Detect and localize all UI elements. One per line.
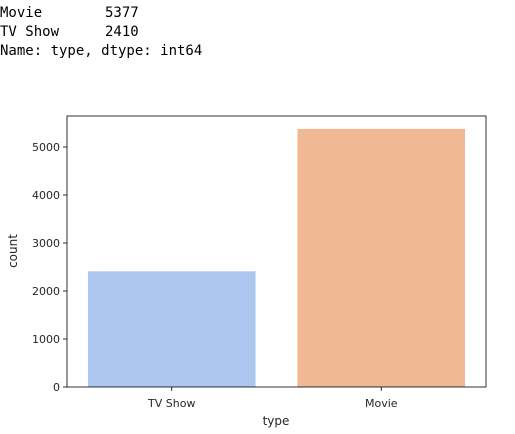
- y-axis-ticks: 0 1000 2000 3000 4000 5000: [32, 141, 67, 394]
- y-tick-label: 1000: [32, 333, 60, 346]
- x-tick-label: TV Show: [147, 397, 195, 410]
- y-tick-label: 3000: [32, 237, 60, 250]
- y-tick-label: 2000: [32, 285, 60, 298]
- console-row-movie: Movie 5377: [0, 4, 202, 23]
- console-row-value: 5377: [105, 5, 139, 21]
- y-axis-label: count: [6, 234, 20, 268]
- console-row-tv-show: TV Show 2410: [0, 23, 202, 42]
- console-output: Movie 5377 TV Show 2410 Name: type, dtype:…: [0, 4, 202, 61]
- y-tick-label: 4000: [32, 189, 60, 202]
- bar-tv-show: [87, 271, 256, 387]
- x-axis-ticks: TV Show Movie: [147, 387, 398, 410]
- console-footer: Name: type, dtype: int64: [0, 43, 203, 59]
- plot-frame: [66, 115, 487, 388]
- x-tick-label: Movie: [365, 397, 398, 410]
- console-row-label: Movie: [0, 5, 43, 21]
- console-row-label: TV Show: [0, 24, 60, 40]
- x-axis-label: type: [263, 414, 290, 428]
- console-row-value: 2410: [105, 24, 139, 40]
- bar-movie: [297, 128, 466, 387]
- y-tick-label: 5000: [32, 141, 60, 154]
- y-tick-label: 0: [53, 381, 60, 394]
- bars-group: [87, 128, 466, 387]
